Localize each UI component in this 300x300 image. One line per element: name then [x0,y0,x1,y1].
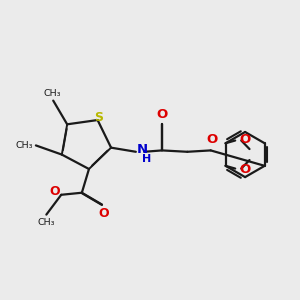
Text: S: S [94,111,103,124]
Text: O: O [239,133,250,146]
Text: O: O [49,185,60,198]
Text: N: N [137,143,148,156]
Text: O: O [239,164,250,176]
Text: H: H [142,154,151,164]
Text: O: O [156,108,168,121]
Text: O: O [206,133,218,146]
Text: O: O [98,207,109,220]
Text: CH₃: CH₃ [16,141,33,150]
Text: CH₃: CH₃ [38,218,55,227]
Text: CH₃: CH₃ [43,89,61,98]
